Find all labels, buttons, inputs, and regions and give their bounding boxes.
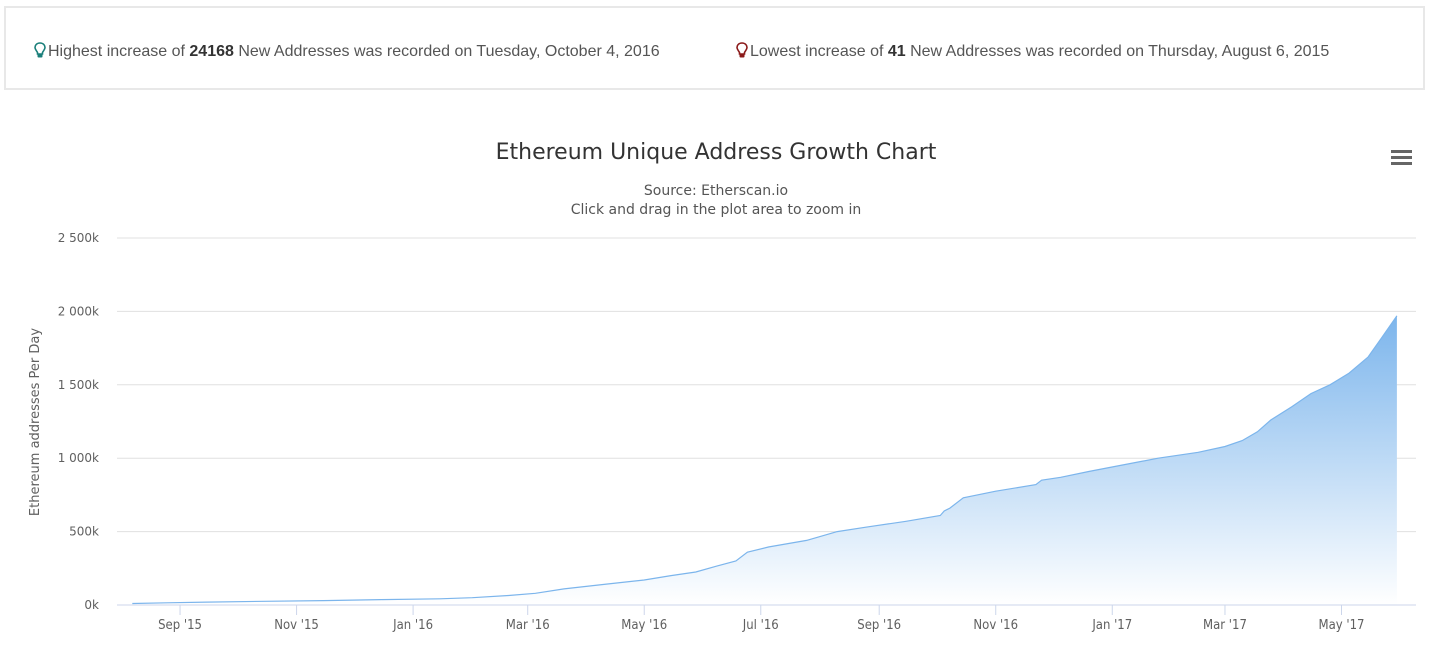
y-tick-label: 1 500k [58, 378, 99, 392]
highest-increase-stat: Highest increase of 24168 New Addresses … [34, 42, 660, 61]
chart-title: Ethereum Unique Address Growth Chart [496, 140, 937, 165]
address-growth-chart[interactable]: Ethereum Unique Address Growth Chart Sou… [0, 100, 1433, 650]
highest-value: 24168 [189, 43, 234, 60]
x-tick-label: Jan '16 [392, 618, 433, 633]
x-tick-label: May '16 [621, 618, 667, 633]
series-line [132, 315, 1398, 605]
x-tick-label: Nov '16 [973, 618, 1018, 633]
chart-subtitle: Source: Etherscan.io [644, 183, 788, 199]
x-tick-label: Jan '17 [1091, 618, 1132, 633]
x-tick-label: Jul '16 [742, 618, 779, 633]
highest-suffix: New Addresses was recorded on Tuesday, O… [233, 43, 660, 60]
lightbulb-icon [34, 42, 46, 58]
stats-panel: Highest increase of 24168 New Addresses … [4, 6, 1425, 90]
x-tick-label: Sep '15 [158, 618, 202, 633]
x-tick-label: Sep '16 [857, 618, 901, 633]
x-tick-label: May '17 [1319, 618, 1365, 633]
hamburger-menu-icon[interactable] [1388, 148, 1416, 172]
x-tick-label: Mar '17 [1203, 618, 1247, 633]
lowest-increase-stat: Lowest increase of 41 New Addresses was … [736, 42, 1329, 61]
y-tick-label: 2 500k [58, 231, 99, 245]
highest-prefix: Highest increase of [48, 43, 190, 60]
x-tick-label: Mar '16 [506, 618, 550, 633]
y-axis-label: Ethereum addresses Per Day [28, 328, 43, 516]
lightbulb-icon [736, 42, 748, 58]
y-tick-label: 0k [84, 598, 99, 612]
y-tick-label: 1 000k [58, 451, 99, 465]
lowest-suffix: New Addresses was recorded on Thursday, … [905, 43, 1330, 60]
y-axis-ticks: 0k 500k 1 000k 1 500k 2 000k 2 500k [58, 231, 99, 612]
lowest-value: 41 [887, 43, 906, 60]
y-tick-label: 2 000k [58, 304, 99, 318]
lowest-prefix: Lowest increase of [750, 43, 888, 60]
series-area [132, 315, 1397, 605]
y-tick-label: 500k [69, 525, 99, 539]
x-axis-ticks: Sep '15 Nov '15 Jan '16 Mar '16 May '16 Jul '… [158, 605, 1364, 633]
chart-zoom-hint: Click and drag in the plot area to zoom … [571, 202, 862, 218]
x-tick-label: Nov '15 [274, 618, 319, 633]
